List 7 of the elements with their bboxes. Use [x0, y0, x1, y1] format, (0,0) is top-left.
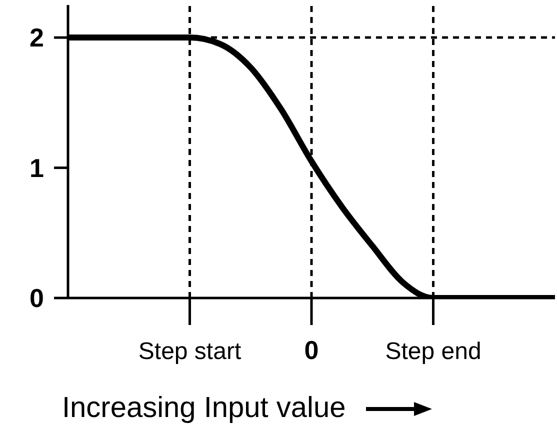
- y-tick-label: 0: [30, 283, 44, 313]
- x-tick-label: Step end: [385, 338, 482, 365]
- x-tick-label: Step start: [138, 338, 242, 365]
- x-axis-title: Increasing Input value: [62, 392, 346, 425]
- y-tick-label: 2: [30, 22, 44, 53]
- y-tick-label: 1: [30, 152, 44, 183]
- x-tick-label: 0: [304, 335, 319, 365]
